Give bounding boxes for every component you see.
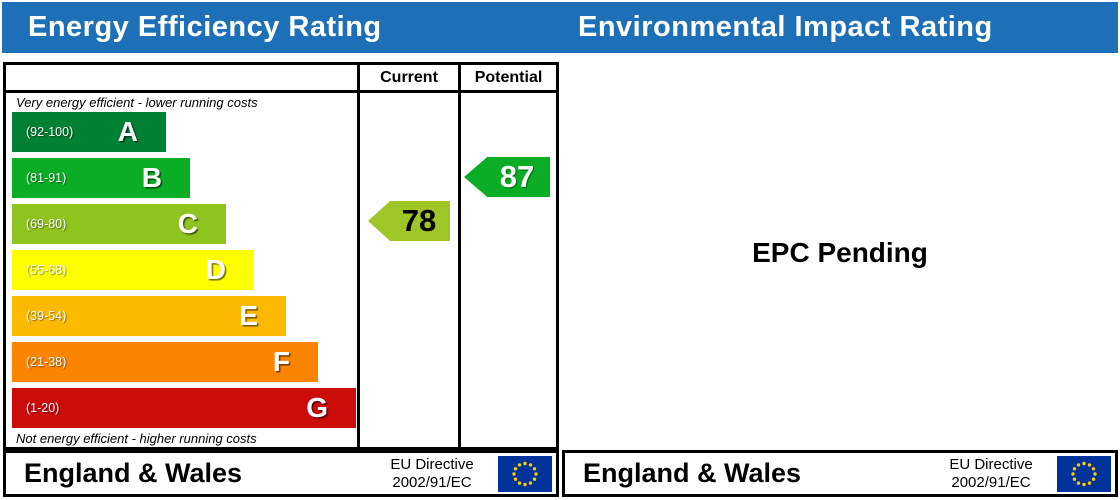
- band-letter: B: [141, 162, 162, 193]
- band-range-label: (21-38): [26, 355, 67, 369]
- top-note: Very energy efficient - lower running co…: [16, 95, 258, 110]
- band-row-c: (69-80) C: [12, 204, 226, 244]
- band-letter: G: [306, 392, 328, 423]
- band-row-b: (81-91) B: [12, 158, 190, 198]
- epc-pending-status: EPC Pending: [752, 236, 928, 268]
- environmental-impact-title: Environmental Impact Rating: [578, 11, 993, 43]
- band-row-f: (21-38) F: [12, 342, 318, 382]
- eu-flag-icon: [498, 456, 552, 492]
- energy-efficiency-chart: Current Potential Very energy efficient …: [3, 62, 559, 450]
- band-range-label: (81-91): [26, 171, 67, 185]
- band-letter: D: [205, 254, 226, 285]
- band-row-g: (1-20) G: [12, 388, 356, 428]
- band-range-label: (39-54): [26, 309, 67, 323]
- band-range-label: (1-20): [26, 401, 60, 415]
- current-rating-arrow: 78: [368, 201, 450, 241]
- band-letter: E: [239, 300, 258, 331]
- band-letter: A: [117, 116, 138, 147]
- band-row-a: (92-100) A: [12, 112, 166, 152]
- title-bar: Energy Efficiency Rating Environmental I…: [2, 2, 1118, 53]
- environmental-impact-panel: EPC Pending: [562, 55, 1118, 450]
- current-column-header: Current: [380, 69, 438, 86]
- footer-left: England & Wales EU Directive 2002/91/EC: [3, 450, 559, 497]
- bottom-note: Not energy efficient - higher running co…: [16, 431, 257, 446]
- band-range-label: (69-80): [26, 217, 67, 231]
- potential-rating-arrow: 87: [464, 157, 550, 197]
- eu-flag-icon: [1057, 456, 1111, 492]
- energy-efficiency-title: Energy Efficiency Rating: [28, 11, 382, 43]
- region-label: England & Wales: [24, 458, 243, 488]
- potential-column-header: Potential: [474, 69, 543, 86]
- footer-right: England & Wales EU Directive 2002/91/EC: [562, 450, 1118, 497]
- band-letter: F: [272, 346, 290, 377]
- header-divider: [6, 90, 556, 93]
- column-divider: [458, 65, 461, 447]
- eu-directive-label: EU Directive 2002/91/EC: [390, 456, 474, 491]
- band-range-label: (92-100): [26, 125, 74, 139]
- region-label: England & Wales: [583, 458, 802, 488]
- potential-rating-value: 87: [499, 159, 535, 194]
- band-row-d: (55-68) D: [12, 250, 254, 290]
- column-divider: [357, 65, 360, 447]
- current-rating-value: 78: [401, 203, 437, 238]
- band-range-label: (55-68): [26, 263, 67, 277]
- eu-directive-label: EU Directive 2002/91/EC: [949, 456, 1033, 491]
- band-letter: C: [177, 208, 198, 239]
- band-row-e: (39-54) E: [12, 296, 286, 336]
